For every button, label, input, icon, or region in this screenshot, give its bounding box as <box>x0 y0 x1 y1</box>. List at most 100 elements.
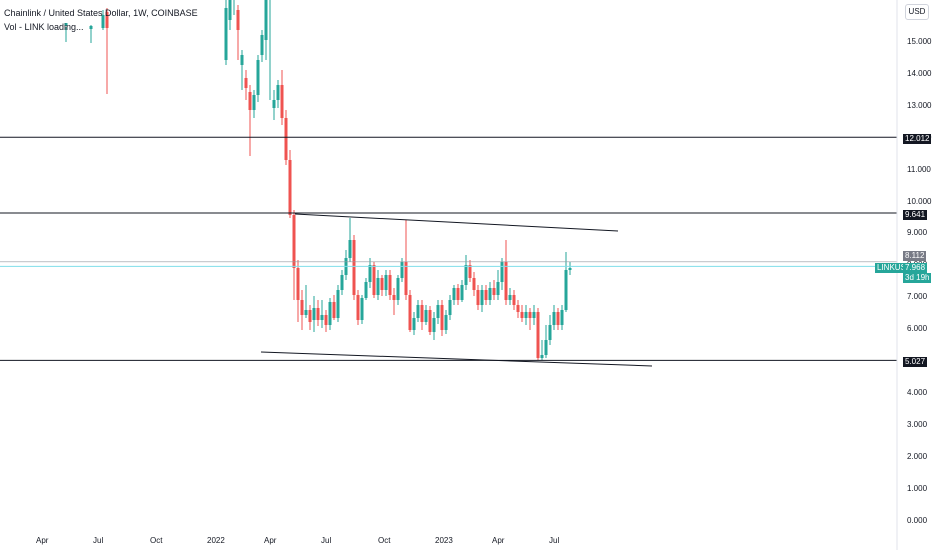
candle-body <box>260 35 264 55</box>
candle-body <box>420 305 424 322</box>
candle-body <box>252 95 256 110</box>
candle-body <box>101 15 105 28</box>
x-tick-label: Jul <box>549 536 560 545</box>
candle-body <box>300 300 304 315</box>
candle-body <box>520 312 524 318</box>
y-tick-label: 10.000 <box>907 196 932 206</box>
candle-body <box>436 305 440 318</box>
candle-body <box>532 312 536 318</box>
candle-body <box>244 78 248 88</box>
x-tick-label: 2023 <box>435 536 453 545</box>
candle-body <box>320 315 324 320</box>
candle-body <box>356 295 360 320</box>
y-tick-label: 0.000 <box>907 516 928 525</box>
candle-body <box>432 318 436 332</box>
candle-body <box>352 240 356 295</box>
chart-header: Chainlink / United States Dollar, 1W, CO… <box>4 6 198 34</box>
candle-body <box>276 85 280 100</box>
candle-body <box>452 288 456 300</box>
candle-body <box>364 282 368 298</box>
candle-body <box>404 262 408 295</box>
y-tick-label: 15.000 <box>907 36 932 46</box>
candle-body <box>388 275 392 295</box>
y-tick-label: 14.000 <box>907 68 932 78</box>
candle-body <box>456 288 460 300</box>
candle-body <box>272 100 276 108</box>
candle-body <box>400 262 404 278</box>
y-tick-label: 3.000 <box>907 420 928 430</box>
candle-body <box>308 310 312 322</box>
candle-body <box>524 312 528 318</box>
candle-body <box>376 278 380 295</box>
candle-body <box>528 312 532 318</box>
candle-body <box>424 310 428 322</box>
candle-body <box>64 23 68 26</box>
candle-body <box>324 315 328 325</box>
y-tick-label: 13.000 <box>907 100 932 110</box>
level-tag-5: 5.027 <box>903 357 928 367</box>
candle-body <box>380 278 384 290</box>
upper-trendline <box>294 213 619 232</box>
y-tick-label: 6.000 <box>907 324 928 334</box>
candle-body <box>448 300 452 315</box>
lower-trendline <box>260 351 653 367</box>
candle-body <box>368 265 372 282</box>
candle-body <box>500 262 504 282</box>
candle-body <box>444 315 448 330</box>
high-tag: 8.112 <box>903 251 927 261</box>
candle-body <box>564 270 568 310</box>
candle-body <box>468 265 472 278</box>
candle-body <box>428 310 432 332</box>
currency-button[interactable]: USD <box>905 4 929 20</box>
candle-body <box>256 60 260 95</box>
candle-body <box>396 278 400 300</box>
candle-body <box>508 295 512 300</box>
candle-body <box>248 92 252 110</box>
candle-body <box>560 310 564 325</box>
candle-body <box>348 240 352 258</box>
candle-body <box>488 288 492 300</box>
x-tick-label: 2022 <box>207 536 225 545</box>
candle-body <box>480 290 484 305</box>
candle-body <box>556 312 560 325</box>
candle-body <box>280 85 284 118</box>
x-tick-label: Apr <box>36 536 49 545</box>
y-tick-label: 9.000 <box>907 228 928 238</box>
candle-body <box>240 55 244 65</box>
level-tag-9: 9.641 <box>903 210 928 220</box>
candle-body <box>476 290 480 305</box>
candle-body <box>105 12 109 28</box>
candle-body <box>516 305 520 312</box>
candle-body <box>264 0 268 40</box>
candle-body <box>328 302 332 325</box>
candle-body <box>484 290 488 300</box>
candle-body <box>224 8 228 60</box>
candle-body <box>536 312 540 358</box>
last-price-tag: 7.968 <box>903 263 928 273</box>
candle-body <box>544 340 548 355</box>
candle-body <box>504 262 508 300</box>
candle-body <box>228 0 232 20</box>
candle-body <box>284 118 288 160</box>
candle-body <box>332 302 336 318</box>
candles <box>64 0 572 360</box>
candle-body <box>89 26 93 29</box>
symbol-title: Chainlink / United States Dollar, 1W, CO… <box>4 8 198 18</box>
x-tick-label: Oct <box>378 536 391 545</box>
candle-body <box>392 295 396 300</box>
x-tick-label: Jul <box>321 536 332 545</box>
candle-body <box>496 282 500 295</box>
candle-body <box>540 355 544 358</box>
candle-body <box>408 295 412 330</box>
level-tag-12: 12.012 <box>903 134 932 144</box>
candle-body <box>372 265 376 295</box>
candle-body <box>360 298 364 320</box>
y-tick-label: 7.000 <box>907 292 928 302</box>
countdown-tag: 3d 19h <box>903 273 932 283</box>
level-lines <box>0 0 898 550</box>
candle-body <box>236 10 240 30</box>
candle-body <box>304 310 308 315</box>
symbol-tag: LINKUSD <box>875 263 914 273</box>
candle-body <box>384 275 388 290</box>
